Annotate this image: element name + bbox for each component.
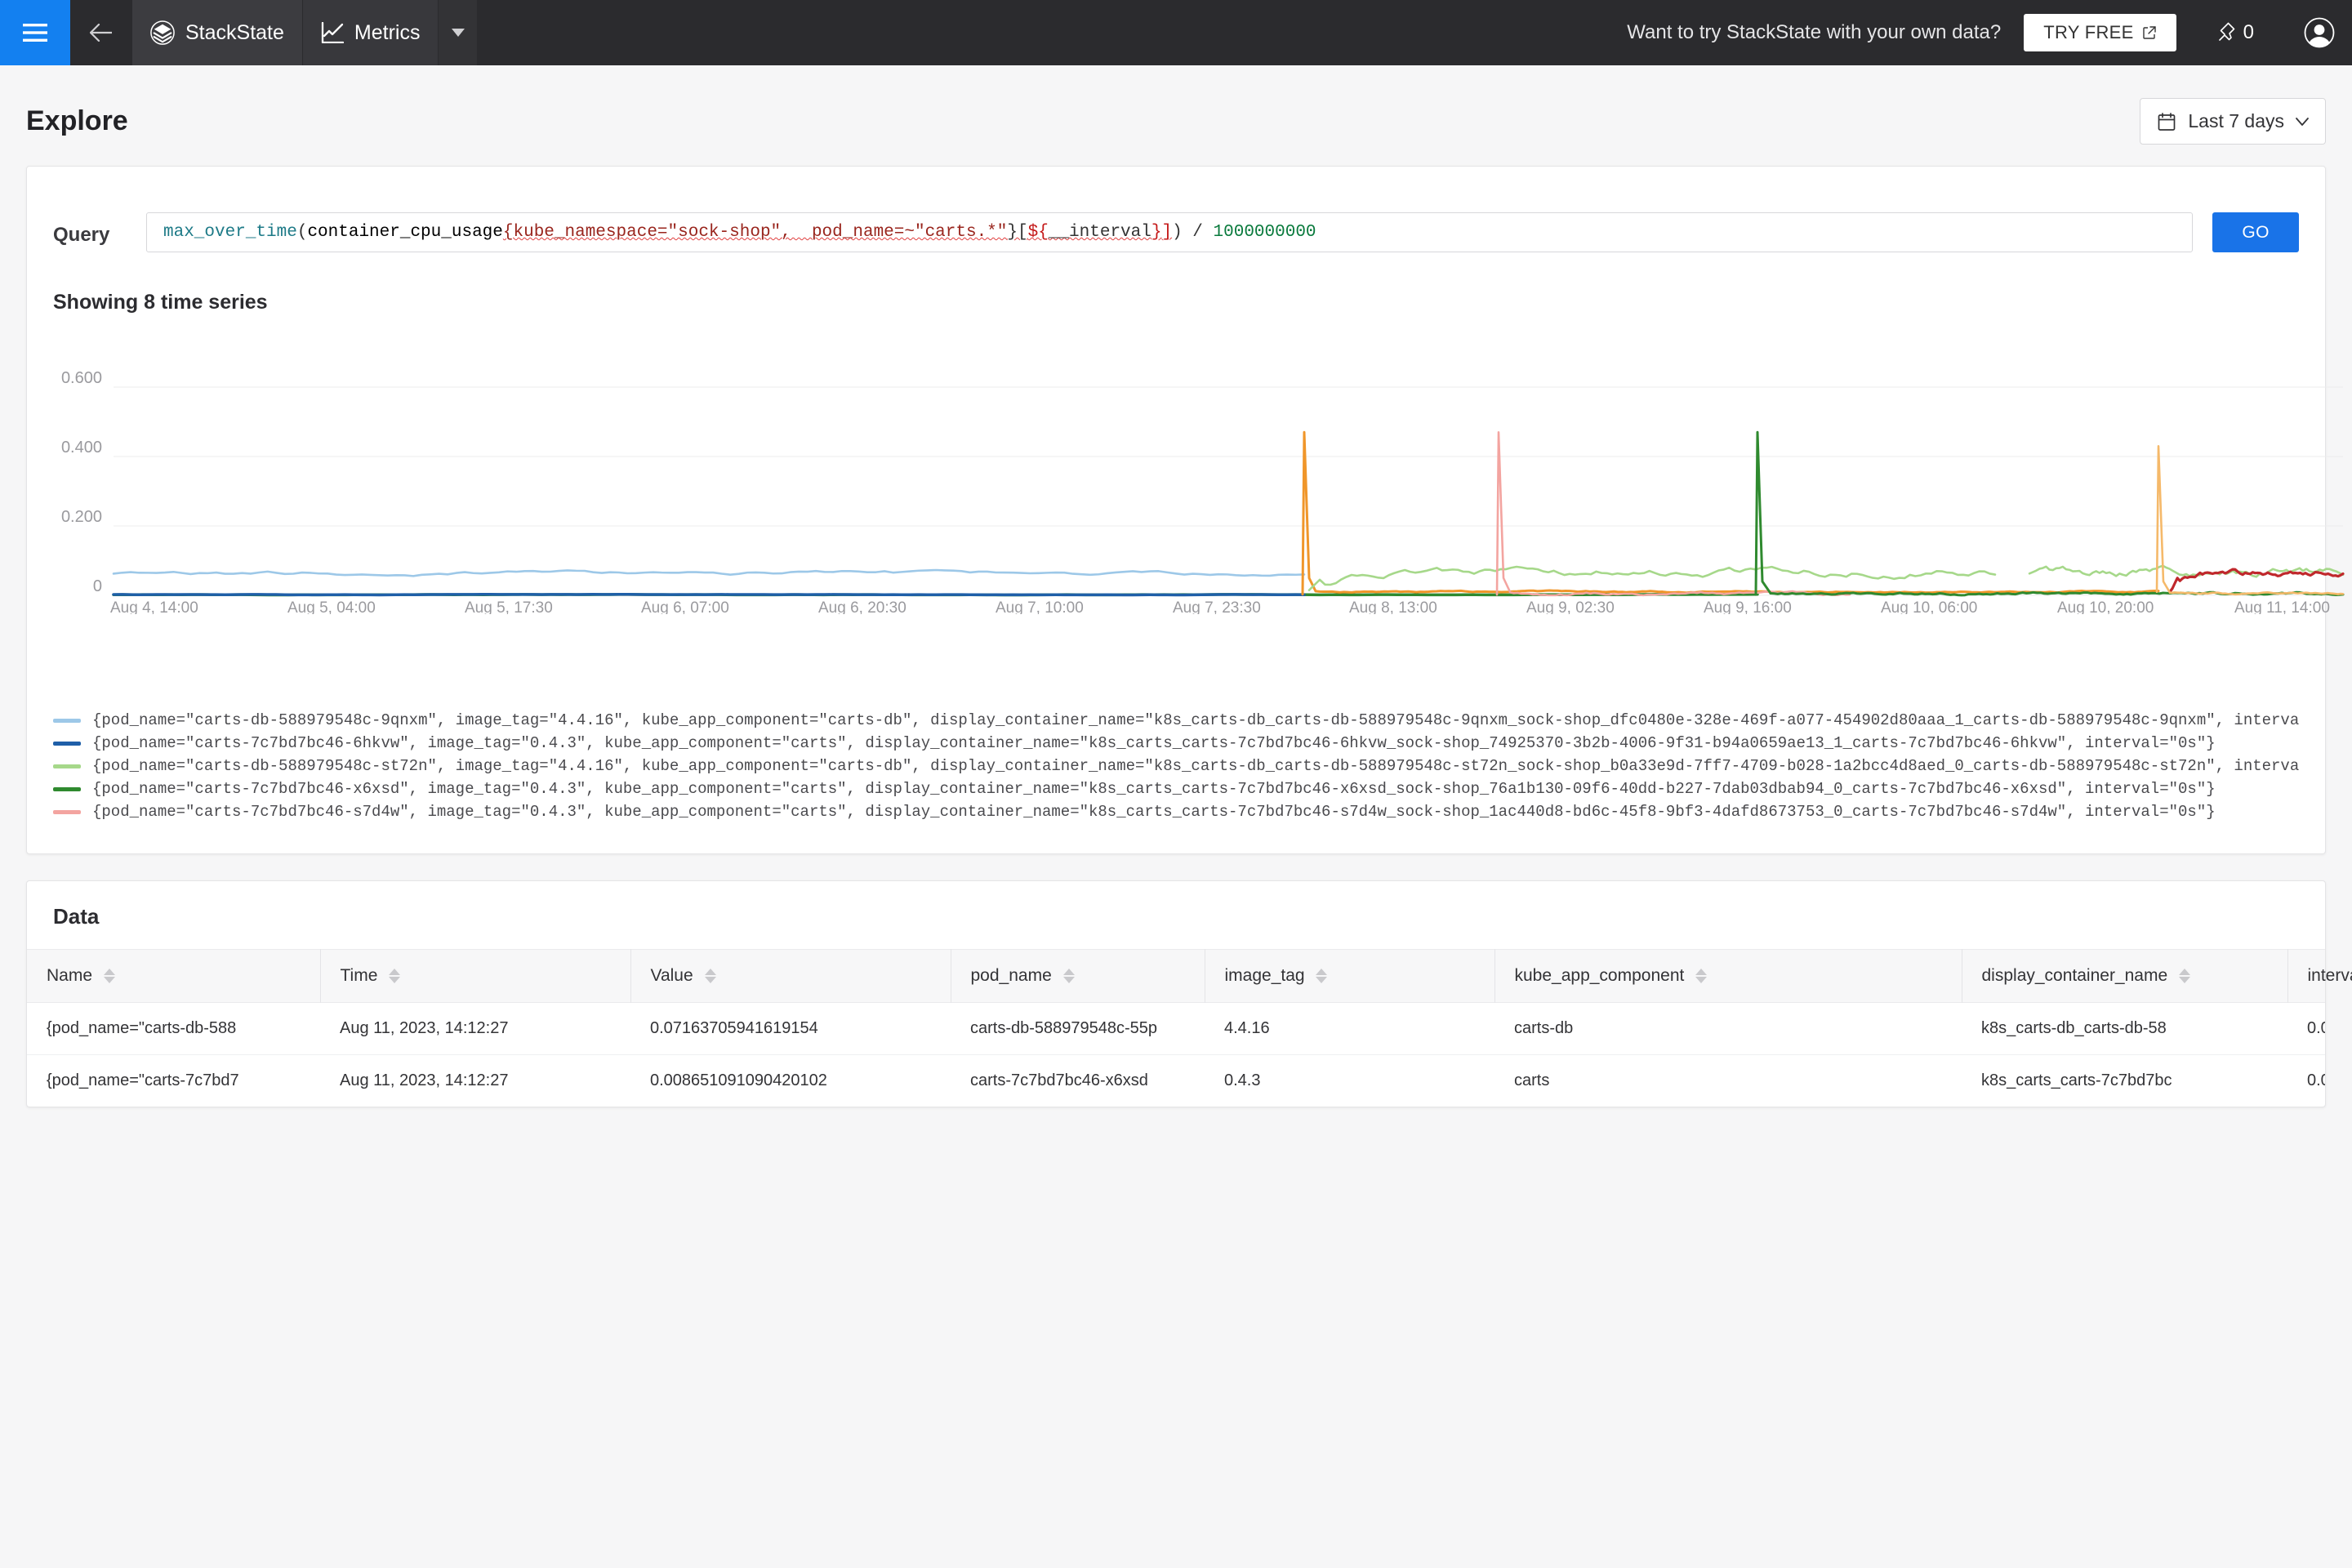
svg-text:Aug 8, 13:00: Aug 8, 13:00 [1349,599,1437,614]
svg-text:Aug 5, 04:00: Aug 5, 04:00 [287,599,376,614]
svg-text:0.600: 0.600 [61,369,102,387]
svg-text:0.200: 0.200 [61,508,102,526]
svg-text:0.400: 0.400 [61,439,102,457]
svg-text:Aug 4, 14:00: Aug 4, 14:00 [110,599,198,614]
svg-text:Aug 6, 07:00: Aug 6, 07:00 [641,599,729,614]
svg-text:Aug 9, 16:00: Aug 9, 16:00 [1704,599,1792,614]
svg-text:Aug 5, 17:30: Aug 5, 17:30 [465,599,553,614]
svg-text:Aug 7, 23:30: Aug 7, 23:30 [1173,599,1261,614]
svg-text:Aug 7, 10:00: Aug 7, 10:00 [996,599,1084,614]
svg-text:Aug 10, 20:00: Aug 10, 20:00 [2057,599,2154,614]
svg-text:0: 0 [93,577,102,595]
svg-text:Aug 9, 02:30: Aug 9, 02:30 [1526,599,1615,614]
svg-text:Aug 10, 06:00: Aug 10, 06:00 [1881,599,1977,614]
svg-text:Aug 11, 14:00: Aug 11, 14:00 [2234,599,2330,614]
svg-text:Aug 6, 20:30: Aug 6, 20:30 [818,599,906,614]
